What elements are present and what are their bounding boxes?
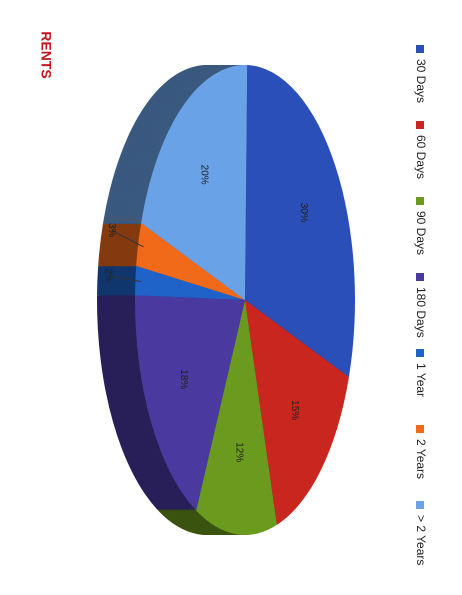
data-label: 18% (178, 369, 189, 389)
slice (135, 265, 245, 300)
legend-swatch (416, 349, 424, 357)
slice (245, 65, 355, 378)
legend-swatch (416, 425, 424, 433)
data-label: 2% (102, 268, 113, 283)
chart-title: RENTS (38, 31, 54, 78)
slice (196, 300, 277, 535)
slice (135, 295, 245, 511)
legend-swatch (416, 273, 424, 281)
data-label: 12% (233, 442, 244, 462)
data-label: 3% (106, 223, 117, 238)
leader-line (111, 229, 144, 248)
legend-label: 180 Days (414, 287, 428, 338)
slice (141, 64, 248, 301)
data-label: 30% (298, 203, 309, 223)
data-label: 20% (198, 165, 209, 185)
legend-swatch (416, 501, 424, 509)
leader-line (107, 275, 141, 283)
legend-label: 2 Years (414, 439, 428, 479)
legend-label: 1 Year (414, 363, 428, 397)
legend-label: 30 Days (414, 59, 428, 103)
slice (136, 222, 245, 300)
legend-label: > 2 Years (414, 515, 428, 565)
legend-swatch (416, 197, 424, 205)
legend-swatch (416, 45, 424, 53)
slice (245, 300, 349, 525)
legend-swatch (416, 121, 424, 129)
legend-label: 60 Days (414, 135, 428, 179)
data-label: 15% (289, 400, 300, 420)
legend-label: 90 Days (414, 211, 428, 255)
